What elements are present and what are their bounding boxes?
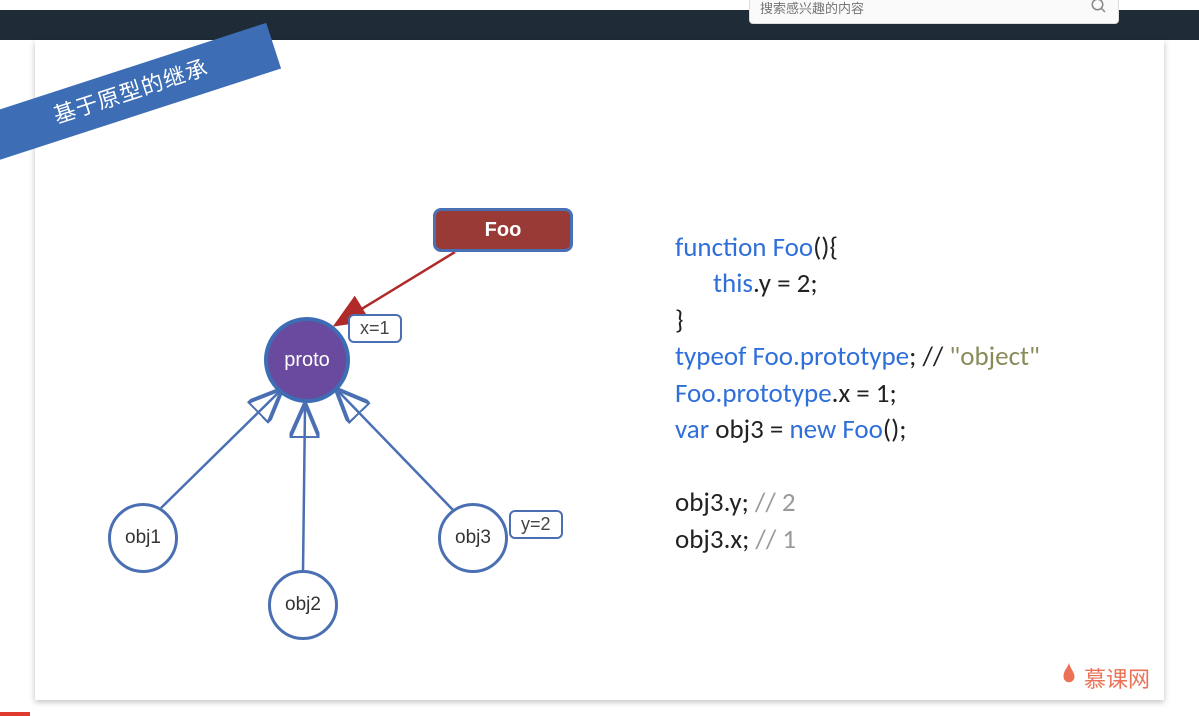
label-y2: y=2 [509,510,563,539]
search-icon[interactable] [1090,0,1108,20]
watermark: 慕课网 [1058,661,1150,694]
video-progress[interactable] [0,712,30,716]
node-obj3: obj3 [438,503,508,573]
prototype-diagram: Foo proto obj1 obj2 obj3 x=1 y=2 [75,160,635,660]
node-obj1: obj1 [108,503,178,573]
node-obj2: obj2 [268,570,338,640]
label-x1: x=1 [348,314,402,343]
slide: 基于原型的继承 Foo proto obj1 obj2 obj3 x=1 y=2… [35,40,1164,700]
watermark-text: 慕课网 [1084,662,1150,694]
node-foo: Foo [433,208,573,252]
search-input[interactable] [760,1,1090,16]
topbar [0,0,1199,10]
code-block: function Foo(){ this.y = 2; } typeof Foo… [675,230,1040,558]
flame-icon [1058,661,1080,694]
search-box[interactable] [749,0,1119,24]
node-proto: proto [264,317,350,403]
slide-ribbon: 基于原型的继承 [0,23,281,161]
